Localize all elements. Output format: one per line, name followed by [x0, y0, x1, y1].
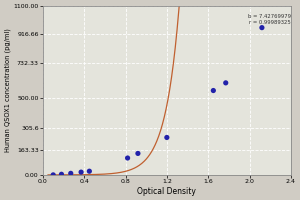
- Point: [211, 89, 216, 92]
- Point: [68, 172, 73, 175]
- Point: [125, 156, 130, 160]
- Point: [87, 170, 92, 173]
- Point: [164, 136, 169, 139]
- X-axis label: Optical Density: Optical Density: [137, 187, 196, 196]
- Point: [59, 173, 64, 176]
- Point: [79, 171, 83, 174]
- Point: [260, 26, 264, 29]
- Point: [223, 81, 228, 84]
- Point: [51, 173, 56, 176]
- Y-axis label: Human QSOX1 concentration (pg/ml): Human QSOX1 concentration (pg/ml): [4, 29, 11, 152]
- Text: b = 7.42769979
r = 0.99989325: b = 7.42769979 r = 0.99989325: [248, 14, 291, 25]
- Point: [136, 152, 140, 155]
